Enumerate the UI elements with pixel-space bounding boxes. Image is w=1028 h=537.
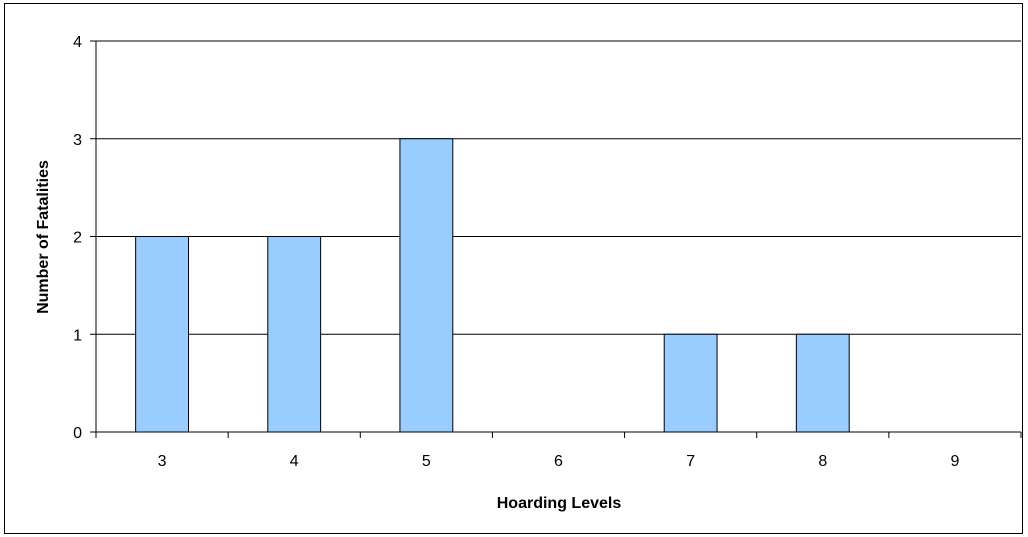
y-tick-label: 2 xyxy=(73,230,82,247)
bar-3 xyxy=(135,236,189,433)
x-tick-label: 4 xyxy=(290,453,299,470)
y-tick-label: 1 xyxy=(73,327,82,344)
bar-4 xyxy=(267,236,322,433)
x-tick-label: 8 xyxy=(818,453,827,470)
x-tick-label: 5 xyxy=(422,453,431,470)
y-axis-title: Number of Fatalities xyxy=(35,160,52,314)
y-tick-label: 0 xyxy=(73,425,82,442)
bar-7 xyxy=(663,333,718,433)
y-tick-label: 4 xyxy=(73,34,82,51)
x-axis-title: Hoarding Levels xyxy=(497,495,622,512)
x-tick-label: 3 xyxy=(158,453,167,470)
x-tick-label: 6 xyxy=(554,453,563,470)
x-tick-label: 9 xyxy=(950,453,959,470)
bar-5 xyxy=(399,138,454,433)
y-tick-labels: 0 1 2 3 4 xyxy=(73,34,82,442)
bars xyxy=(135,138,850,433)
axes xyxy=(90,40,1022,438)
gridlines xyxy=(96,40,1021,335)
x-tick-labels: 3 4 5 6 7 8 9 xyxy=(158,453,960,470)
y-tick-label: 3 xyxy=(73,132,82,149)
bar-8 xyxy=(795,333,850,433)
x-tick-label: 7 xyxy=(686,453,695,470)
